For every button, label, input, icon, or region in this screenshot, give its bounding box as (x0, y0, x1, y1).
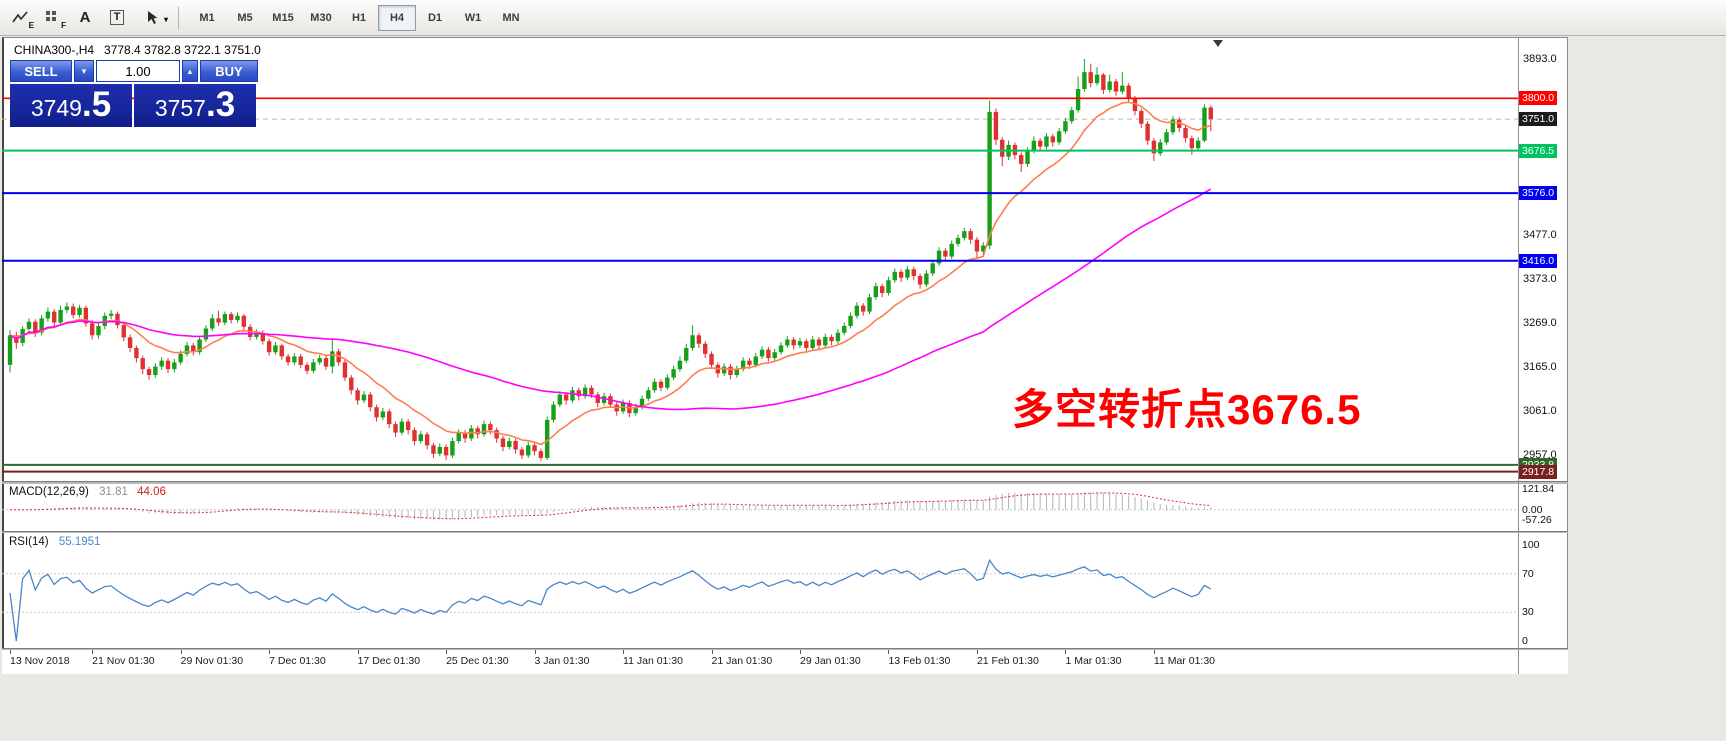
buy-price-button[interactable]: 3757 .3 (134, 84, 256, 127)
time-axis-label: 11 Mar 01:30 (1153, 655, 1215, 667)
time-axis-tick (10, 650, 11, 654)
triangle-down-icon: ▼ (80, 66, 88, 76)
sell-button[interactable]: SELL (10, 60, 72, 82)
font-icon: A (79, 9, 91, 26)
time-axis-tick (1065, 650, 1067, 654)
time-axis-tick (534, 650, 536, 654)
time-axis-tick (357, 650, 359, 654)
time-axis-tick (1153, 650, 1155, 654)
timeframe-button-M30[interactable]: M30 (310, 11, 332, 24)
time-axis-tick (800, 650, 801, 654)
grid-icon-letter: F (61, 20, 66, 30)
timeframe-button-M15[interactable]: M15 (272, 11, 294, 24)
time-axis-tick (269, 650, 271, 654)
one-click-trading-widget: SELL ▼ ▲ BUY 3749 .5 3757 .3 (10, 60, 258, 127)
rsi-canvas[interactable] (2, 533, 1518, 648)
timeframe-button-W1[interactable]: W1 (464, 11, 482, 24)
timeframe-button-M5[interactable]: M5 (237, 11, 253, 24)
text-label-icon: T (109, 10, 125, 25)
rsi-name: RSI(14) (9, 536, 49, 548)
time-axis-tick (180, 650, 182, 654)
chart-zigzag-icon (12, 10, 28, 22)
toolbar: E F A T ▾ M1 M5 M15 M30 H1 H4 D1 W1 MN (0, 0, 1726, 36)
volume-decrease-button[interactable]: ▼ (74, 60, 94, 82)
sell-price-button[interactable]: 3749 .5 (10, 84, 132, 127)
time-axis[interactable]: 13 Nov 2018 21 Nov 01:30 29 Nov 01:30 7 Dec… (2, 650, 1568, 674)
timeframe-button-H1[interactable]: H1 (351, 11, 367, 24)
macd-main-value: 31.81 (99, 486, 128, 498)
buy-price-main: 3757 (154, 95, 206, 121)
time-axis-label: 1 Mar 01:30 (1065, 655, 1122, 667)
timeframe-group: M1 M5 M15 M30 H1 H4 D1 W1 MN (188, 4, 530, 31)
time-axis-label: 25 Dec 01:30 (446, 655, 509, 667)
text-label-tool-button[interactable]: T (102, 5, 132, 31)
macd-label: MACD(12,26,9) 31.81 44.06 (9, 486, 166, 498)
buy-price-frac: .3 (205, 85, 236, 124)
time-axis-tick (711, 650, 713, 654)
font-tool-button[interactable]: A (70, 5, 100, 31)
chart-annotation-text: 多空转折点3676.5 (1012, 386, 1362, 433)
time-axis-label: 13 Nov 2018 (10, 655, 70, 667)
panel-resize-separator[interactable] (2, 531, 1568, 533)
volume-increase-button[interactable]: ▲ (182, 60, 198, 82)
time-axis-tick (446, 650, 448, 654)
timeframe-button-M1[interactable]: M1 (199, 11, 215, 24)
timeframe-button-H4[interactable]: H4 (378, 4, 416, 31)
chart-window (2, 37, 1568, 674)
panel-resize-separator[interactable] (2, 481, 1568, 484)
ohlc-values: 3778.4 3782.8 3722.1 3751.0 (104, 43, 261, 57)
timeframe-button-D1[interactable]: D1 (427, 11, 443, 24)
time-axis-label: 13 Feb 01:30 (888, 655, 951, 667)
time-axis-label: 21 Feb 01:30 (976, 655, 1039, 667)
macd-name: MACD(12,26,9) (9, 486, 89, 498)
sell-price-frac: .5 (81, 85, 112, 124)
symbol-timeframe-label: CHINA300-,H4 (14, 43, 95, 57)
time-axis-label: 29 Nov 01:30 (180, 655, 244, 667)
time-axis-label: 21 Nov 01:30 (92, 655, 155, 667)
expert-icon-letter: E (28, 20, 34, 30)
time-axis-tick (888, 650, 890, 654)
expert-chart-tool-button[interactable]: E (6, 5, 36, 31)
time-axis-tick (976, 650, 978, 654)
buy-button[interactable]: BUY (200, 60, 258, 82)
time-axis-label: 3 Jan 01:30 (534, 655, 590, 667)
panel-resize-separator[interactable] (2, 648, 1568, 650)
time-axis-label: 29 Jan 01:30 (800, 655, 861, 667)
rsi-value: 55.1951 (58, 536, 101, 548)
time-axis-label: 21 Jan 01:30 (711, 655, 773, 667)
time-axis-tick (92, 650, 94, 654)
time-axis-tick (623, 650, 625, 654)
volume-input[interactable] (96, 60, 180, 82)
time-axis-label: 11 Jan 01:30 (623, 655, 683, 667)
cursor-arrow-icon (148, 11, 158, 24)
sell-price-main: 3749 (30, 95, 82, 121)
toolbar-separator (178, 6, 179, 29)
price-scale-border (1518, 38, 1519, 674)
rsi-label: RSI(14) 55.1951 (9, 536, 100, 548)
chart-header: CHINA300-,H4 3778.4 3782.8 3722.1 3751.0 (14, 43, 261, 57)
timeframe-button-MN[interactable]: MN (502, 11, 520, 24)
grid-icon (46, 10, 56, 21)
macd-signal-value: 44.06 (137, 486, 166, 498)
time-axis-label: 7 Dec 01:30 (269, 655, 326, 667)
cursor-tool-button[interactable]: ▾ (134, 5, 170, 31)
chevron-down-icon: ▾ (163, 14, 168, 24)
triangle-up-icon: ▲ (186, 66, 194, 76)
time-axis-label: 17 Dec 01:30 (357, 655, 421, 667)
macd-canvas[interactable] (2, 484, 1518, 531)
indicator-grid-tool-button[interactable]: F (38, 5, 68, 31)
